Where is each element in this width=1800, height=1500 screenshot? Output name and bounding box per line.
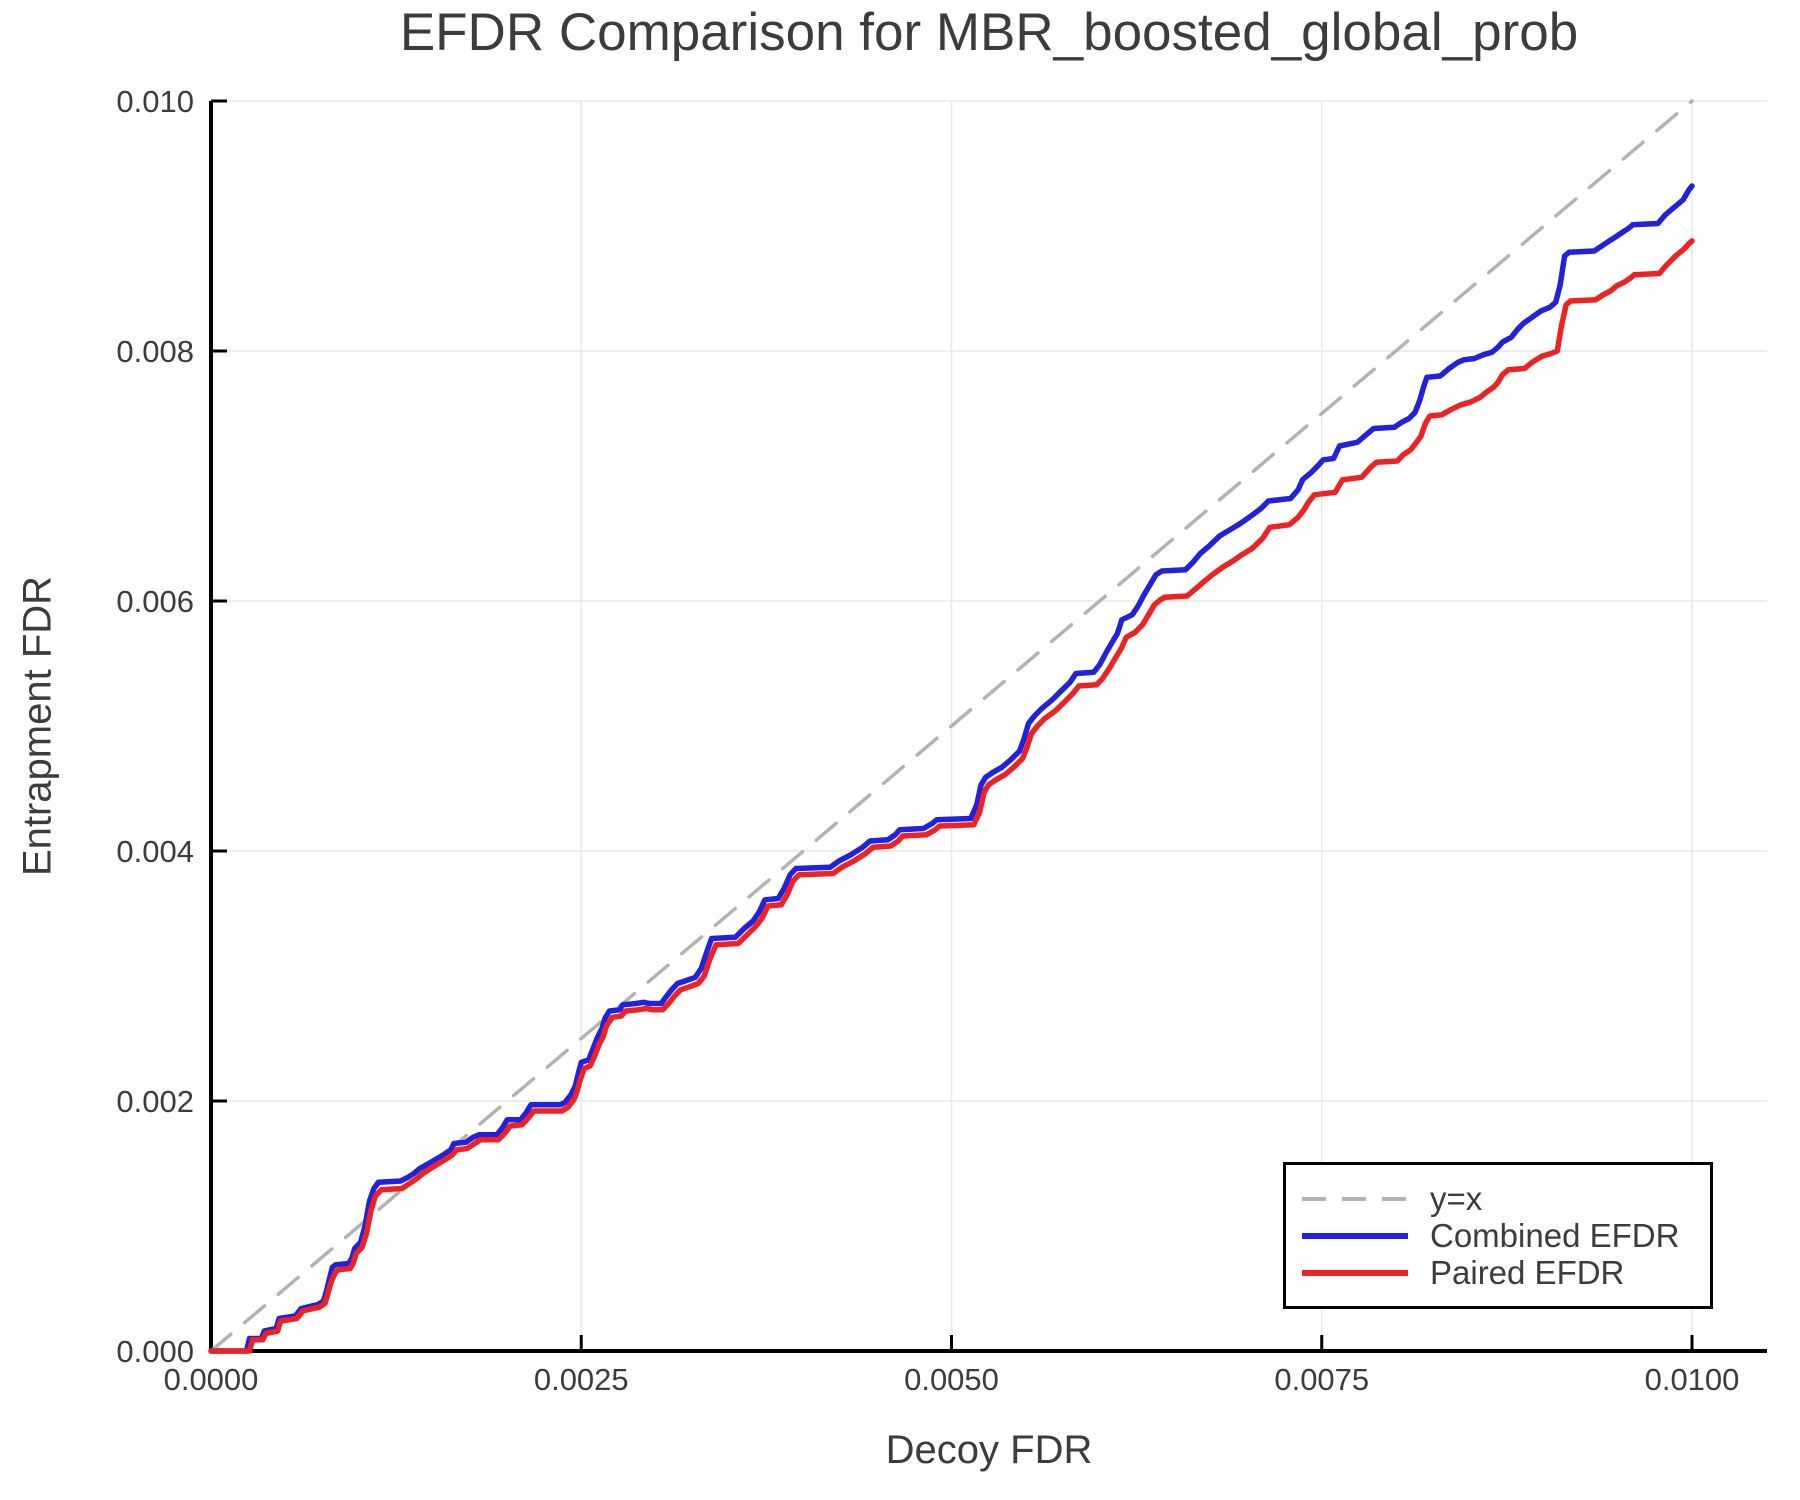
y-tick-label: 0.010 (116, 84, 194, 119)
x-tick-label: 0.0025 (533, 1362, 629, 1397)
y-tick-label: 0.008 (116, 334, 194, 369)
chart-title: EFDR Comparison for MBR_boosted_global_p… (399, 3, 1579, 62)
y-tick-label: 0.006 (116, 584, 194, 619)
x-tick-label: 0.0000 (163, 1362, 259, 1397)
x-tick-label: 0.0075 (1274, 1362, 1370, 1397)
blue-line-sample-icon (1302, 1232, 1408, 1239)
legend: y=x Combined EFDR Paired EFDR (1283, 1162, 1713, 1309)
x-axis-label: Decoy FDR (885, 1428, 1093, 1472)
y-tick-label: 0.004 (116, 834, 194, 869)
red-line-sample-icon (1302, 1269, 1408, 1276)
dashed-line-sample-icon (1302, 1196, 1408, 1201)
legend-entry-identity: y=x (1300, 1180, 1710, 1217)
legend-entry-paired: Paired EFDR (1300, 1254, 1710, 1291)
legend-label-paired: Paired EFDR (1430, 1254, 1625, 1291)
y-tick-label: 0.002 (116, 1084, 194, 1119)
y-axis-label: Entrapment FDR (15, 575, 60, 877)
paired-efdr-line (208, 238, 1695, 1354)
x-tick-label: 0.0100 (1644, 1362, 1740, 1397)
y-tick-label: 0.000 (116, 1334, 194, 1369)
combined-efdr-line (208, 183, 1695, 1354)
legend-label-combined: Combined EFDR (1430, 1217, 1680, 1254)
legend-label-identity: y=x (1430, 1180, 1483, 1217)
x-tick-label: 0.0050 (904, 1362, 999, 1397)
legend-entry-combined: Combined EFDR (1300, 1217, 1710, 1254)
